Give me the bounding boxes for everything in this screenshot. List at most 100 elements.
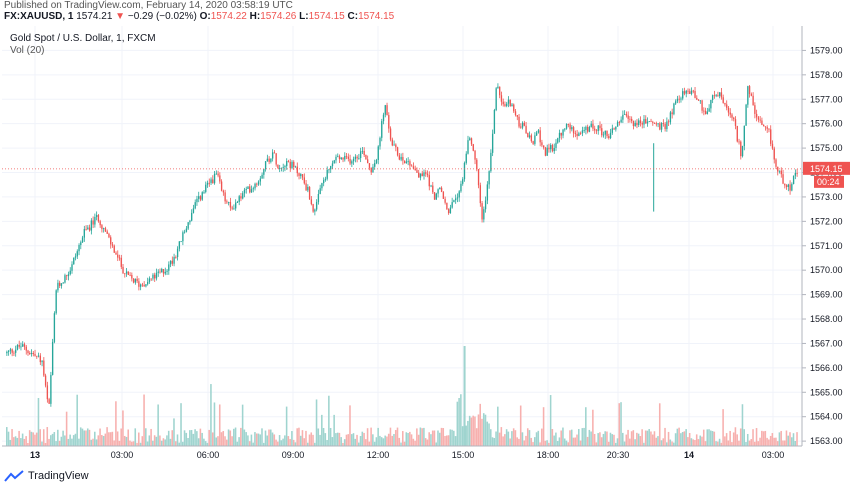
candle-body <box>590 123 592 127</box>
candle-body <box>106 231 108 234</box>
volume-bar <box>25 436 27 446</box>
volume-bar <box>150 428 152 446</box>
volume-bar <box>428 432 430 446</box>
candle-body <box>476 159 478 170</box>
candle-body <box>729 112 731 115</box>
candle-body <box>136 278 138 282</box>
volume-bar <box>634 439 636 446</box>
candle-body <box>301 174 304 178</box>
volume-bar <box>511 431 513 446</box>
candle-body <box>511 104 513 107</box>
volume-bar <box>11 429 13 446</box>
candle-body <box>141 284 144 286</box>
volume-bar <box>710 430 712 446</box>
volume-bar <box>197 438 200 446</box>
volume-bar <box>576 434 578 446</box>
volume-bar <box>185 432 188 446</box>
candle-body <box>115 252 117 255</box>
candle-body <box>657 123 659 125</box>
volume-bar <box>21 433 24 446</box>
candle-body <box>502 101 504 105</box>
volume-bar <box>37 397 40 446</box>
volume-bar <box>303 438 305 446</box>
volume-bar <box>773 437 775 446</box>
volume-bar <box>410 434 413 446</box>
candle-body <box>205 184 207 192</box>
volume-bar <box>678 427 680 446</box>
candle-body <box>629 118 631 120</box>
candle-body <box>59 282 61 286</box>
volume-bar <box>218 404 221 446</box>
candle-body <box>632 121 635 127</box>
candle-body <box>541 142 543 146</box>
candle-body <box>513 104 515 112</box>
candle-body <box>780 170 782 175</box>
candle-body <box>236 201 239 203</box>
candle-body <box>784 183 786 186</box>
volume-bar <box>706 429 709 446</box>
candle-body <box>667 121 670 123</box>
volume-bar <box>752 429 754 446</box>
candle-body <box>282 167 284 169</box>
grid-lines <box>2 26 802 446</box>
volume-bar <box>718 438 721 446</box>
candle-body <box>250 189 253 193</box>
published-line: Published on TradingView.com, February 1… <box>4 0 293 11</box>
candle-body <box>220 181 223 191</box>
candle-body <box>324 178 327 181</box>
volume-bar <box>495 431 497 446</box>
candle-body <box>682 91 684 99</box>
candle-body <box>273 152 276 154</box>
volume-bar <box>546 440 548 446</box>
candle-body <box>391 139 393 146</box>
volume-bar <box>583 427 585 446</box>
volume-bar <box>690 438 693 446</box>
candle-body <box>117 254 119 258</box>
candle-body <box>164 271 166 274</box>
volume-bar <box>685 429 687 446</box>
volume-bar <box>574 437 577 446</box>
candle-body <box>557 138 559 143</box>
volume-bar <box>532 442 534 446</box>
candle-body <box>520 126 522 128</box>
volume-bar <box>9 439 12 446</box>
volume-bar <box>551 429 554 446</box>
candle-body <box>608 136 610 139</box>
volume-bar <box>264 430 267 446</box>
candle-body <box>132 278 135 283</box>
volume-bar <box>600 437 603 446</box>
candle-body <box>543 145 545 148</box>
candle-body <box>678 98 680 100</box>
candle-body <box>275 153 277 165</box>
volume-bar <box>458 398 460 446</box>
candle-body <box>569 124 571 130</box>
candle-body <box>345 155 348 157</box>
candle-body <box>222 190 225 193</box>
volume-bar <box>255 433 258 446</box>
volume-bar <box>387 433 390 446</box>
candle-body <box>764 126 767 128</box>
candle-body <box>719 92 721 97</box>
price-chart[interactable]: 1579.00 1578.00 1577.00 1576.00 1575.00 1574.… <box>2 26 851 462</box>
candles <box>6 83 798 407</box>
volume-bar <box>67 438 70 446</box>
candle-body <box>514 111 517 116</box>
candle-body <box>127 271 129 275</box>
candle-body <box>171 260 173 264</box>
volume-bar <box>416 428 418 446</box>
volume-bar <box>159 435 161 446</box>
volume-bar <box>108 432 110 446</box>
candle-body <box>122 266 124 274</box>
candle-body <box>199 196 202 200</box>
volume-bar <box>167 430 170 446</box>
candle-body <box>653 122 656 124</box>
candle-body <box>198 196 200 199</box>
volume-bar <box>343 439 346 446</box>
volume-bar <box>6 427 8 446</box>
volume-bar <box>338 432 341 446</box>
volume-bar <box>116 431 119 446</box>
candle-body <box>166 270 168 272</box>
volume-bar <box>738 440 740 446</box>
candle-body <box>615 126 617 130</box>
volume-bar <box>78 438 80 446</box>
